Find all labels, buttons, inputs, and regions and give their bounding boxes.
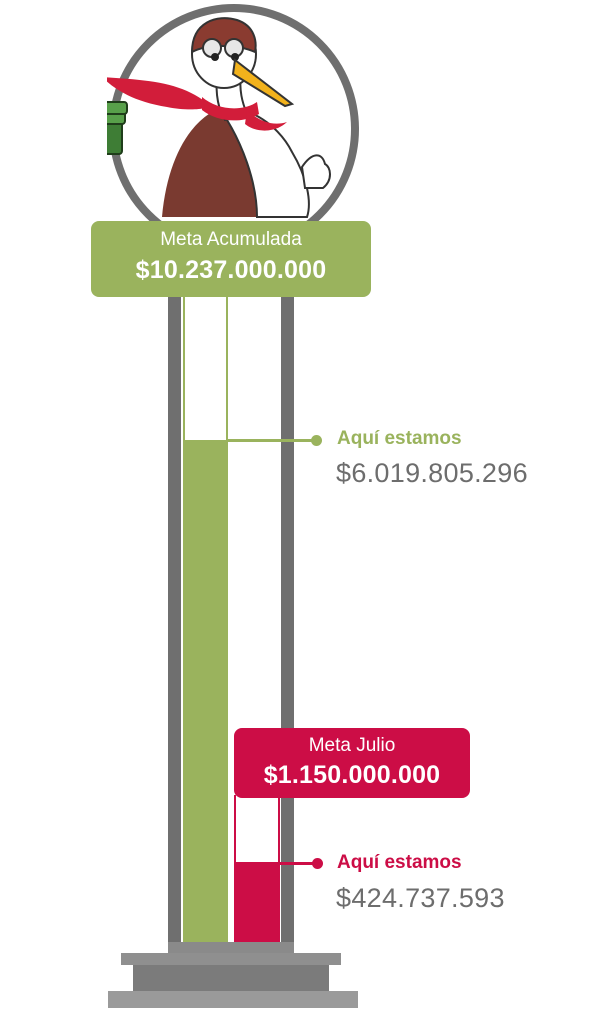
july-indicator-dot: [312, 858, 323, 869]
stork-mascot-icon: [61, 4, 359, 254]
july-goal-box: Meta Julio $1.150.000.000: [234, 728, 470, 798]
accumulated-here-label: Aquí estamos: [337, 428, 462, 449]
accumulated-goal-box: Meta Acumulada $10.237.000.000: [91, 221, 371, 297]
july-here-label: Aquí estamos: [337, 852, 462, 873]
july-indicator-line: [280, 862, 317, 865]
accumulated-column-outline: [183, 290, 228, 440]
accumulated-indicator-line: [228, 439, 316, 442]
stand-base-top: [121, 953, 341, 965]
accumulated-indicator-dot: [311, 435, 322, 446]
july-current-amount: $424.737.593: [336, 883, 505, 913]
accumulated-goal-amount: $10.237.000.000: [135, 256, 327, 284]
stand-base-bottom: [108, 991, 358, 1008]
accumulated-current-amount: $6.019.805.296: [336, 458, 528, 488]
july-fill: [234, 862, 280, 942]
stand-base-middle: [133, 965, 329, 991]
july-goal-title: Meta Julio: [308, 735, 396, 756]
accumulated-goal-title: Meta Acumulada: [160, 229, 302, 250]
july-goal-amount: $1.150.000.000: [263, 761, 441, 789]
mascot-frame: [61, 2, 361, 256]
stand-plate: [168, 942, 294, 956]
july-column-outline: [234, 795, 280, 862]
accumulated-fill: [183, 440, 228, 942]
